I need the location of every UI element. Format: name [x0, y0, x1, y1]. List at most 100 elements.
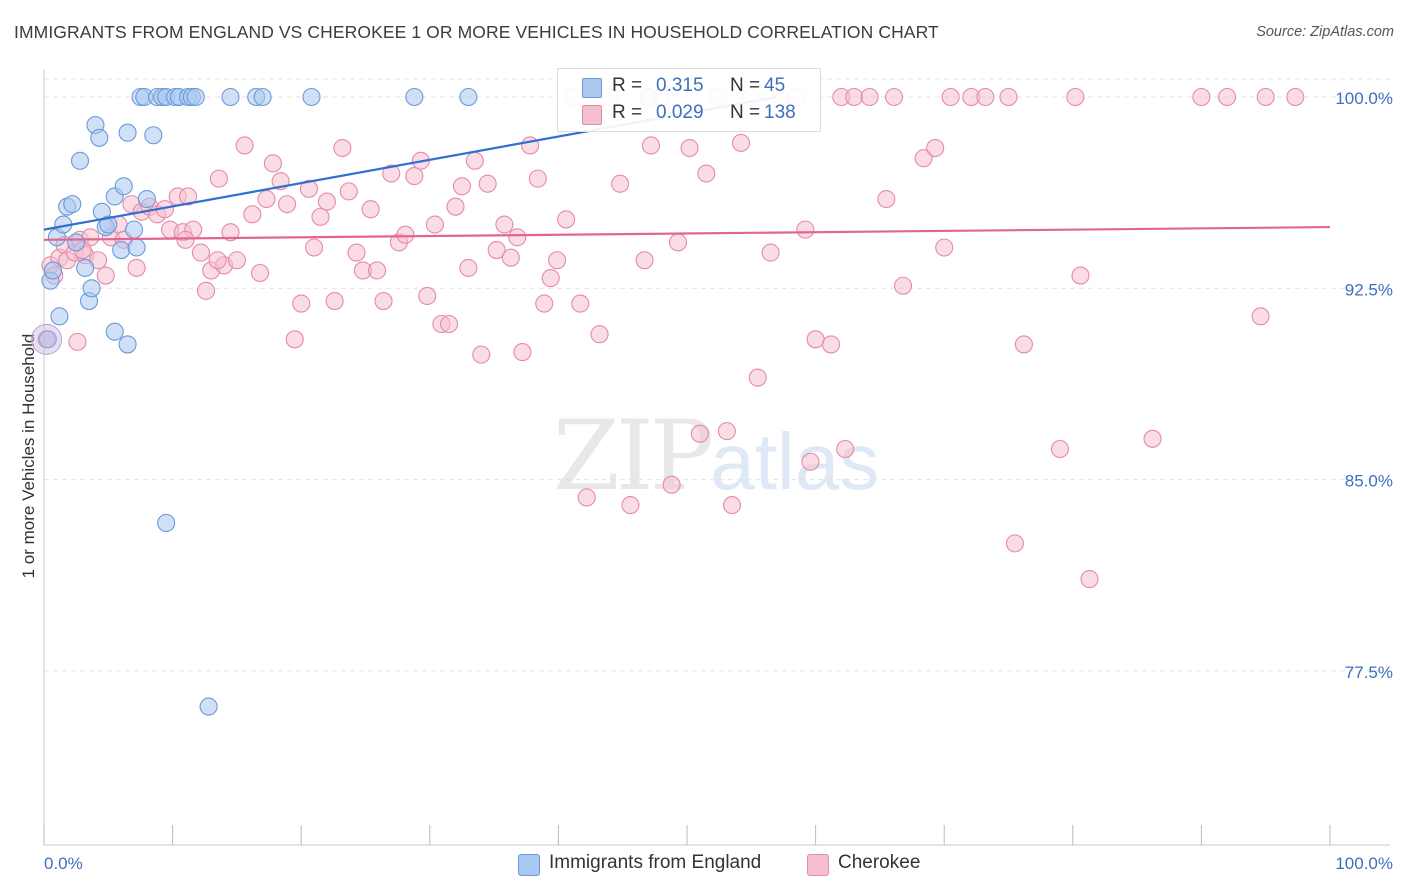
- cherokee-point: [1218, 87, 1237, 107]
- england-point: [302, 87, 321, 107]
- chart-title: IMMIGRANTS FROM ENGLAND VS CHEROKEE 1 OR…: [14, 22, 939, 42]
- cherokee-point: [821, 335, 841, 354]
- watermark-atlas: atlas: [710, 417, 880, 506]
- cherokee-point: [465, 151, 484, 170]
- england-point: [82, 279, 101, 298]
- cherokee-swatch: [582, 105, 602, 125]
- england-point: [90, 128, 109, 147]
- cherokee-legend-label: Cherokee: [838, 852, 921, 873]
- cherokee-point: [96, 266, 115, 285]
- cherokee-point: [311, 207, 330, 226]
- cherokee-point: [440, 314, 459, 334]
- england-legend-label: Immigrants from England: [549, 852, 762, 873]
- cherokee-point: [1071, 266, 1090, 285]
- y-tick-label: 92.5%: [1345, 280, 1393, 299]
- cherokee-point: [1251, 307, 1270, 326]
- cherokee-point: [472, 345, 491, 364]
- source-label: Source: ZipAtlas.com: [1256, 24, 1394, 40]
- cherokee-point: [396, 225, 415, 244]
- n-value: 138: [764, 102, 796, 123]
- cherokee-point: [374, 292, 393, 311]
- england-point: [99, 215, 118, 234]
- cherokee-point: [368, 261, 387, 280]
- cherokee-point: [292, 294, 311, 313]
- cherokee-point: [697, 164, 716, 183]
- cherokee-point: [845, 87, 864, 107]
- england-point: [157, 513, 176, 533]
- england-point: [112, 240, 131, 260]
- england-point: [105, 322, 124, 341]
- y-axis-label: 1 or more Vehicles in Household: [19, 334, 38, 579]
- cherokee-point: [635, 251, 654, 270]
- cherokee-point: [884, 87, 904, 107]
- cherokee-point: [459, 258, 478, 277]
- cherokee-point: [541, 269, 560, 288]
- cherokee-point: [325, 292, 344, 311]
- cherokee-point: [806, 330, 825, 349]
- cherokee-point: [722, 496, 742, 515]
- cherokee-point: [621, 496, 640, 515]
- cluster-point: [31, 323, 63, 355]
- cherokee-point: [382, 164, 401, 183]
- cherokee-point: [250, 263, 270, 283]
- cherokee-point: [1286, 87, 1305, 107]
- cherokee-point: [999, 87, 1018, 107]
- cherokee-point: [333, 138, 352, 158]
- england-point: [114, 177, 133, 196]
- cherokee-point: [452, 177, 472, 196]
- cherokee-point: [501, 248, 520, 267]
- cherokee-point: [347, 243, 366, 262]
- cherokee-point: [263, 154, 282, 173]
- cherokee-point: [1143, 429, 1162, 448]
- cherokee-point: [478, 174, 497, 193]
- england-point: [199, 697, 218, 716]
- cherokee-point: [127, 258, 146, 277]
- cherokee-point: [836, 439, 855, 459]
- x-tick-label: 0.0%: [44, 854, 83, 873]
- england-point: [221, 87, 240, 107]
- england-point: [186, 87, 205, 107]
- cherokee-point: [535, 294, 554, 313]
- england-point: [127, 238, 146, 257]
- r-value: 0.315: [656, 75, 704, 96]
- cherokee-point: [941, 87, 960, 107]
- england-legend-swatch: [518, 854, 540, 876]
- cherokee-point: [221, 223, 240, 242]
- cherokee-point: [528, 169, 547, 188]
- cherokee-point: [243, 205, 262, 224]
- cherokee-point: [495, 215, 514, 234]
- cherokee-point: [425, 215, 444, 234]
- cherokee-point: [278, 195, 297, 214]
- cherokee-point: [209, 169, 228, 188]
- england-point: [405, 87, 424, 107]
- x-tick-label: 100.0%: [1335, 854, 1393, 873]
- cherokee-point: [1005, 534, 1024, 553]
- cherokee-point: [339, 182, 358, 201]
- cherokee-legend-swatch: [807, 854, 829, 876]
- cherokee-point: [299, 179, 318, 198]
- cherokee-point: [577, 488, 596, 507]
- cherokee-point: [641, 136, 661, 155]
- cherokee-point: [1192, 87, 1211, 107]
- cherokee-point: [418, 286, 437, 306]
- england-point: [38, 330, 57, 349]
- cherokee-point: [191, 243, 210, 262]
- england-point: [50, 307, 69, 326]
- n-label: N =: [730, 75, 761, 96]
- england-point: [70, 151, 90, 170]
- n-value: 45: [764, 75, 786, 96]
- cherokee-point: [1066, 87, 1085, 107]
- y-tick-label: 85.0%: [1345, 472, 1393, 491]
- cherokee-trend-line: [43, 225, 1331, 241]
- cherokee-point: [305, 238, 324, 257]
- cherokee-point: [487, 240, 506, 260]
- cherokee-point: [877, 189, 896, 209]
- england-point: [459, 87, 478, 107]
- england-point: [118, 123, 137, 142]
- cherokee-point: [1080, 570, 1099, 589]
- cherokee-point: [662, 475, 681, 494]
- cherokee-point: [227, 251, 246, 270]
- cherokee-point: [1050, 439, 1069, 459]
- cherokee-point: [571, 294, 590, 313]
